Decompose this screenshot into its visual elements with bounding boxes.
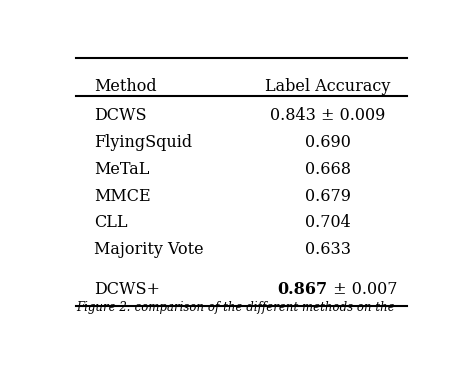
Text: FlyingSquid: FlyingSquid xyxy=(94,134,192,151)
Text: MeTaL: MeTaL xyxy=(94,161,149,178)
Text: Label Accuracy: Label Accuracy xyxy=(264,78,389,95)
Text: Method: Method xyxy=(94,78,156,95)
Text: 0.843 ± 0.009: 0.843 ± 0.009 xyxy=(269,107,385,124)
Text: MMCE: MMCE xyxy=(94,188,150,205)
Text: CLL: CLL xyxy=(94,214,127,231)
Text: ± 0.007: ± 0.007 xyxy=(327,281,396,298)
Text: 0.867: 0.867 xyxy=(277,281,327,298)
Text: 0.690: 0.690 xyxy=(304,134,350,151)
Text: Majority Vote: Majority Vote xyxy=(94,241,203,258)
Text: 0.704: 0.704 xyxy=(304,214,350,231)
Text: DCWS: DCWS xyxy=(94,107,146,124)
Text: Figure 2: comparison of the different methods on the: Figure 2: comparison of the different me… xyxy=(76,302,394,314)
Text: 0.668: 0.668 xyxy=(304,161,350,178)
Text: 0.633: 0.633 xyxy=(304,241,350,258)
Text: DCWS+: DCWS+ xyxy=(94,281,160,298)
Text: 0.679: 0.679 xyxy=(304,188,350,205)
